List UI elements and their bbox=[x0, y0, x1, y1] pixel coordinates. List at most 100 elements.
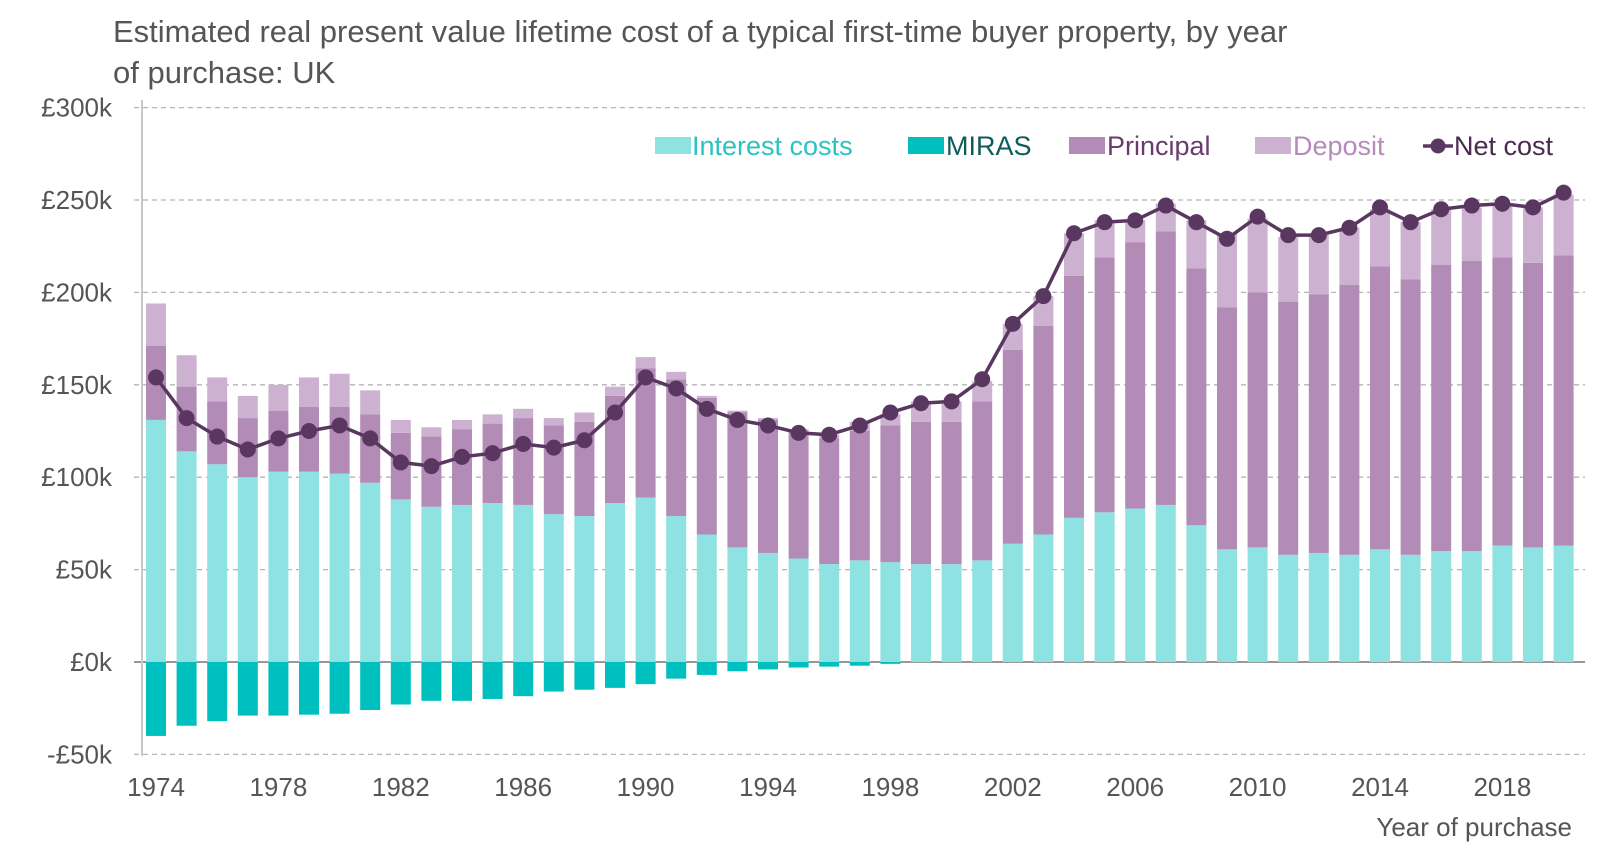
y-tick-label: £100k bbox=[41, 462, 113, 492]
interest-costs-bar bbox=[176, 451, 197, 662]
principal-bar bbox=[819, 438, 840, 565]
interest-costs-bar bbox=[574, 516, 595, 662]
interest-costs-bar bbox=[421, 506, 442, 662]
deposit-bar bbox=[268, 384, 289, 411]
miras-bar bbox=[207, 662, 228, 722]
net-cost-point bbox=[392, 454, 409, 471]
interest-costs-bar bbox=[1308, 552, 1329, 662]
net-cost-point bbox=[1035, 288, 1052, 305]
principal-bar bbox=[1125, 242, 1146, 509]
principal-bar bbox=[1339, 285, 1360, 555]
net-cost-point bbox=[1525, 199, 1541, 216]
miras-bar bbox=[696, 662, 717, 675]
x-tick-label: 2018 bbox=[1473, 772, 1531, 802]
deposit-bar bbox=[207, 377, 228, 402]
principal-bar bbox=[1186, 268, 1207, 526]
interest-costs-bar bbox=[635, 497, 656, 662]
net-cost-point bbox=[729, 411, 746, 428]
interest-costs-bar bbox=[788, 558, 809, 662]
deposit-bar bbox=[1461, 207, 1482, 261]
miras-bar bbox=[237, 662, 258, 716]
net-cost-point bbox=[545, 439, 562, 456]
net-cost-point bbox=[1402, 214, 1419, 231]
interest-costs-bar bbox=[941, 564, 962, 662]
principal-bar bbox=[1278, 301, 1299, 555]
principal-bar bbox=[360, 414, 381, 483]
miras-bar bbox=[666, 662, 687, 679]
net-cost-point bbox=[1188, 214, 1205, 231]
net-cost-point bbox=[331, 417, 348, 434]
miras-bar bbox=[574, 662, 595, 690]
principal-bar bbox=[972, 401, 993, 561]
interest-costs-bar bbox=[727, 547, 748, 662]
principal-bar bbox=[849, 431, 870, 561]
y-tick-label: £200k bbox=[41, 277, 113, 307]
principal-bar bbox=[1461, 260, 1482, 552]
interest-costs-bar bbox=[1033, 534, 1054, 662]
net-cost-point bbox=[913, 395, 929, 412]
principal-bar bbox=[482, 423, 503, 504]
interest-costs-bar bbox=[1431, 551, 1452, 662]
legend-swatch-deposit bbox=[1255, 137, 1291, 154]
deposit-bar bbox=[1370, 209, 1390, 267]
x-tick-label: 2010 bbox=[1229, 772, 1287, 802]
principal-bar bbox=[513, 418, 534, 505]
x-tick-label: 1994 bbox=[739, 772, 797, 802]
legend-swatch-miras bbox=[908, 137, 944, 154]
interest-costs-bar bbox=[1370, 549, 1390, 662]
deposit-bar bbox=[176, 355, 197, 387]
principal-bar bbox=[666, 379, 687, 517]
miras-bar bbox=[513, 662, 534, 697]
net-cost-point bbox=[668, 380, 685, 397]
deposit-bar bbox=[1247, 218, 1268, 293]
interest-costs-bar bbox=[1492, 545, 1513, 662]
miras-bar bbox=[605, 662, 625, 688]
y-tick-label: £150k bbox=[41, 370, 113, 400]
net-cost-point bbox=[607, 404, 623, 421]
net-cost-point bbox=[974, 371, 991, 388]
y-tick-label: £300k bbox=[41, 93, 113, 123]
deposit-bar bbox=[1094, 220, 1115, 258]
miras-bar bbox=[482, 662, 503, 699]
miras-bar bbox=[788, 662, 809, 668]
principal-bar bbox=[880, 425, 901, 563]
principal-bar bbox=[758, 419, 778, 553]
principal-bar bbox=[1308, 294, 1329, 553]
deposit-bar bbox=[390, 419, 411, 433]
x-tick-label: 2006 bbox=[1106, 772, 1164, 802]
x-tick-label: 1998 bbox=[861, 772, 919, 802]
deposit-bar bbox=[1339, 227, 1360, 286]
net-cost-point bbox=[1372, 199, 1388, 216]
interest-costs-bar bbox=[360, 482, 381, 662]
deposit-bar bbox=[1278, 236, 1299, 302]
principal-bar bbox=[1155, 231, 1176, 505]
interest-costs-bar bbox=[1278, 554, 1299, 662]
deposit-bar bbox=[237, 395, 258, 419]
net-cost-point bbox=[882, 404, 899, 421]
deposit-bar bbox=[421, 427, 442, 437]
deposit-bar bbox=[1523, 207, 1543, 263]
deposit-bar bbox=[1492, 203, 1513, 258]
deposit-bar bbox=[1308, 235, 1329, 295]
principal-bar bbox=[1094, 257, 1115, 513]
miras-bar bbox=[329, 662, 350, 714]
net-cost-point bbox=[790, 424, 807, 441]
net-cost-point bbox=[1494, 195, 1511, 212]
principal-bar bbox=[299, 406, 319, 472]
interest-costs-bar bbox=[819, 564, 840, 662]
net-cost-point bbox=[1249, 208, 1266, 225]
interest-costs-bar bbox=[972, 560, 993, 662]
x-axis-ticks: 1974 1978 1982 1986 1990 1994 1998 2002 2006 2010… bbox=[127, 772, 1531, 802]
y-tick-label: £50k bbox=[56, 555, 113, 585]
miras-bar bbox=[727, 662, 748, 672]
miras-bar bbox=[176, 662, 197, 726]
interest-costs-bar bbox=[605, 503, 625, 662]
principal-bar bbox=[452, 429, 472, 505]
y-tick-label: £0k bbox=[70, 647, 113, 677]
net-cost-point bbox=[1463, 197, 1480, 214]
net-cost-point bbox=[851, 417, 868, 434]
principal-bar bbox=[1033, 325, 1054, 535]
net-cost-point bbox=[637, 369, 654, 386]
interest-costs-bar bbox=[146, 419, 166, 662]
miras-bar bbox=[268, 662, 289, 716]
